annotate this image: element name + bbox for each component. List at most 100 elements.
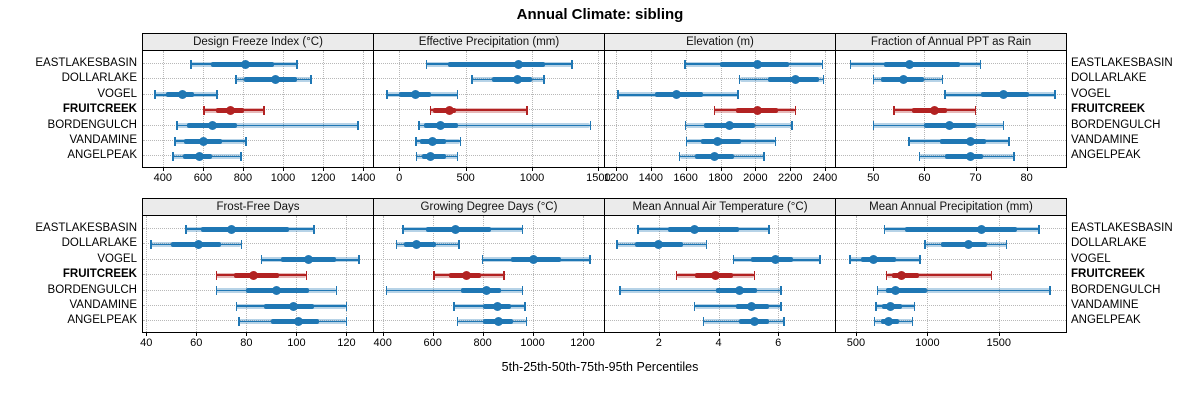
site-label-bordengulch: BORDENGULCH <box>47 283 137 296</box>
whisker-cap <box>296 59 298 69</box>
panel-header-design-freeze-index-c: Design Freeze Index (°C) <box>142 33 374 51</box>
axis-tick <box>598 167 600 171</box>
gridline <box>143 243 373 245</box>
gridline <box>650 51 652 167</box>
whisker-cap <box>637 224 639 234</box>
site-label-bordengulch: BORDENGULCH <box>47 118 137 131</box>
whisker-cap <box>1049 286 1051 296</box>
axis-tick <box>855 332 857 336</box>
axis-tick <box>162 167 164 171</box>
axis-tick-label: 120 <box>337 337 356 349</box>
whisker-cap <box>471 74 474 84</box>
axis-tick-label: 1400 <box>638 172 664 184</box>
whisker-cap <box>616 239 618 249</box>
gridline <box>382 216 384 332</box>
whisker-cap <box>1037 224 1040 234</box>
gridline <box>873 51 875 167</box>
axis-tick-label: 1200 <box>570 337 595 349</box>
median-dot <box>435 121 445 131</box>
site-label-vandamine: VANDAMINE <box>69 299 137 311</box>
whisker-cap <box>260 255 263 265</box>
gridline <box>323 51 325 167</box>
axis-tick <box>399 167 401 171</box>
gridline <box>146 216 148 332</box>
whisker-cap <box>415 151 418 161</box>
median-dot <box>178 90 188 100</box>
whisker-cap <box>872 74 875 84</box>
median-dot <box>899 74 909 84</box>
median-dot <box>709 151 719 161</box>
site-label-vogel: VOGEL <box>97 87 137 100</box>
whisker-cap <box>521 286 524 296</box>
axis-tick <box>432 332 434 336</box>
whisker-cap <box>240 151 242 161</box>
axis-tick <box>202 167 204 171</box>
gridline <box>598 51 600 167</box>
gridline <box>720 51 722 167</box>
whisker-cap <box>235 301 238 311</box>
gridline <box>374 140 604 141</box>
site-label-right-fruitcreek: FRUITCREEK <box>1071 103 1146 116</box>
site-label-right-eastlakesbasin: EASTLAKESBASIN <box>1071 57 1173 69</box>
whisker-cap <box>892 105 895 115</box>
whisker-cap <box>873 316 876 326</box>
range-line <box>430 109 527 111</box>
axis-tick-label: 500 <box>456 172 475 184</box>
whisker-cap <box>386 90 389 100</box>
gridline <box>836 320 1066 322</box>
whisker-cap <box>345 316 348 326</box>
axis-tick-label: 6 <box>775 337 782 349</box>
gridline <box>143 258 373 260</box>
whisker-cap <box>768 224 771 234</box>
panel-effective-precipitation-mm <box>373 50 605 168</box>
whisker-cap <box>737 90 739 100</box>
whisker-cap <box>190 59 192 69</box>
gridline <box>143 155 373 157</box>
median-dot <box>208 121 218 131</box>
whisker-cap <box>678 151 681 161</box>
axis-tick-label: 800 <box>233 172 253 184</box>
gridline <box>399 51 401 167</box>
site-label-dollarlake: DOLLARLAKE <box>61 72 137 85</box>
whisker-cap <box>425 59 428 69</box>
whisker-cap <box>589 255 591 265</box>
gridline <box>927 216 929 332</box>
median-dot <box>410 90 420 100</box>
axis-tick <box>582 332 584 336</box>
whisker-cap <box>481 255 484 265</box>
axis-tick <box>650 167 652 171</box>
median-dot <box>868 255 878 265</box>
site-label-right-bordengulch: BORDENGULCH <box>1071 283 1161 296</box>
whisker-cap <box>919 255 922 265</box>
whisker-cap <box>738 74 741 84</box>
panel-header-growing-degree-days-c: Growing Degree Days (°C) <box>373 198 605 216</box>
median-dot <box>304 255 314 265</box>
gridline <box>482 216 484 332</box>
whisker-cap <box>215 270 218 280</box>
median-dot <box>411 239 421 249</box>
axis-tick <box>363 167 365 171</box>
axis-tick-label: 0 <box>396 172 403 184</box>
range-line <box>419 124 591 127</box>
whisker-cap <box>525 105 528 115</box>
median-dot <box>512 74 522 84</box>
axis-tick <box>778 332 780 336</box>
whisker-cap <box>875 301 877 311</box>
whisker-cap <box>185 224 188 234</box>
gridline <box>374 93 604 95</box>
whisker-cap <box>310 74 312 84</box>
site-label-right-vandamine: VANDAMINE <box>1071 299 1139 311</box>
axis-tick <box>1026 167 1028 171</box>
axis-tick <box>532 167 534 171</box>
iqr-band <box>883 61 961 67</box>
whisker-cap <box>401 224 404 234</box>
whisker-cap <box>753 270 756 280</box>
whisker-cap <box>780 301 783 311</box>
panel-header-frost-free-days: Frost-Free Days <box>142 198 374 216</box>
axis-tick <box>196 332 198 336</box>
median-dot <box>711 270 721 280</box>
median-dot <box>226 224 236 234</box>
whisker-cap <box>924 239 927 249</box>
whisker-cap <box>705 239 708 249</box>
axis-tick-label: 600 <box>193 172 213 184</box>
